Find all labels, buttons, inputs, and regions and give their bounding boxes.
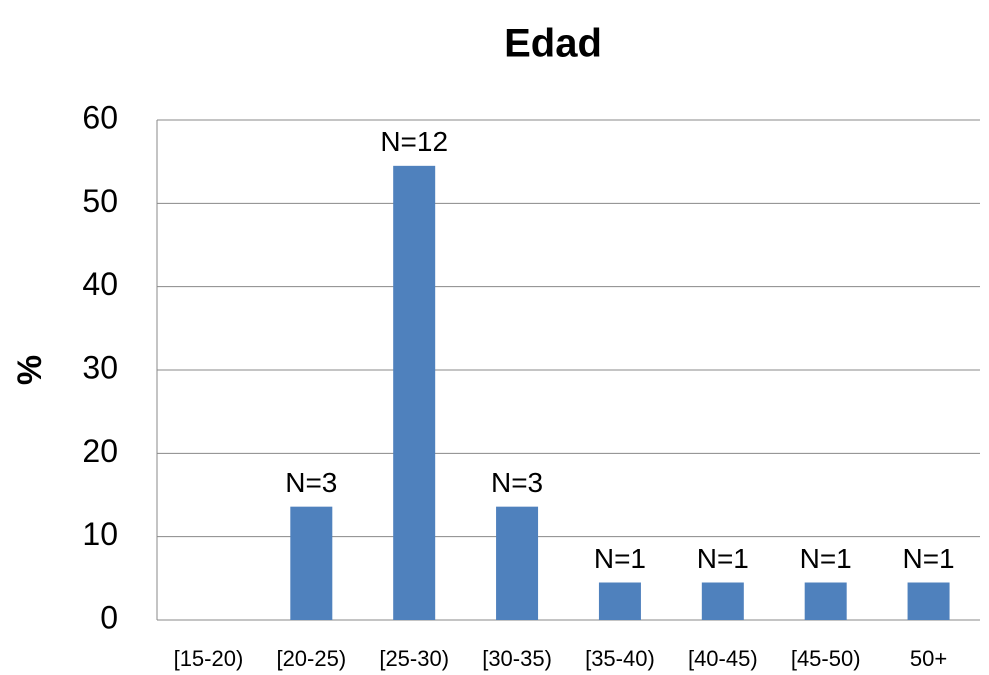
data-label: N=3 <box>285 467 337 498</box>
y-axis-label: % <box>11 355 49 385</box>
bar <box>393 165 436 621</box>
bar <box>290 506 333 620</box>
y-tick-label: 60 <box>82 99 118 135</box>
data-label: N=3 <box>491 467 543 498</box>
y-tick-label: 0 <box>100 599 118 635</box>
data-label: N=1 <box>902 543 954 574</box>
y-tick-label: 50 <box>82 183 118 219</box>
y-tick-label: 10 <box>82 516 118 552</box>
data-label: N=1 <box>800 543 852 574</box>
x-tick-label: [45-50) <box>791 646 861 671</box>
bar <box>907 582 950 620</box>
chart-title: Edad <box>504 22 602 66</box>
x-tick-label: [15-20) <box>174 646 244 671</box>
bar <box>598 582 641 620</box>
y-tick-label: 30 <box>82 349 118 385</box>
x-tick-label: [35-40) <box>585 646 655 671</box>
data-label: N=1 <box>697 543 749 574</box>
bar <box>496 506 539 620</box>
bar <box>804 582 847 620</box>
x-tick-label: [30-35) <box>482 646 552 671</box>
x-tick-label: [25-30) <box>379 646 449 671</box>
x-tick-label: 50+ <box>910 646 947 671</box>
x-tick-label: [40-45) <box>688 646 758 671</box>
bar <box>701 582 744 620</box>
data-label: N=12 <box>380 126 448 157</box>
x-tick-label: [20-25) <box>276 646 346 671</box>
data-label: N=1 <box>594 543 646 574</box>
y-tick-label: 40 <box>82 266 118 302</box>
y-tick-label: 20 <box>82 433 118 469</box>
